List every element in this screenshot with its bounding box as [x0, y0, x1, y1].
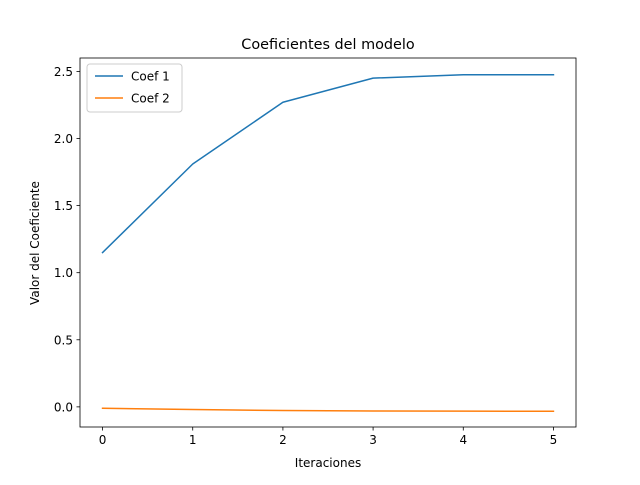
y-tick-label: 0.5 — [54, 333, 73, 347]
y-tick-label: 1.5 — [54, 199, 73, 213]
x-tick-label: 2 — [279, 433, 287, 447]
y-tick-label: 0.0 — [54, 400, 73, 414]
series-line-2 — [101, 407, 555, 413]
legend-label-1: Coef 1 — [131, 70, 170, 84]
legend: Coef 1 Coef 2 — [86, 63, 183, 113]
y-tick-label: 2.0 — [54, 132, 73, 146]
chart-title: Coeficientes del modelo — [241, 37, 415, 53]
x-tick-label: 1 — [189, 433, 197, 447]
x-tick-label: 3 — [369, 433, 377, 447]
plot-frame — [79, 57, 577, 428]
x-tick-label: 4 — [459, 433, 467, 447]
x-tick-label: 5 — [550, 433, 558, 447]
x-tick-label: 0 — [99, 433, 107, 447]
y-tick-label: 2.5 — [54, 65, 73, 79]
y-axis-label: Valor del Coeficiente — [28, 181, 42, 305]
series-line-1 — [101, 74, 555, 254]
x-axis-label: Iteraciones — [295, 456, 361, 470]
plot-area: 0 1 2 3 4 5 0.0 0.5 1.0 1.5 2.0 2.5 Coef 1 Coef 2 — [54, 57, 577, 447]
legend-label-2: Coef 2 — [131, 92, 170, 106]
y-tick-label: 1.0 — [54, 266, 73, 280]
